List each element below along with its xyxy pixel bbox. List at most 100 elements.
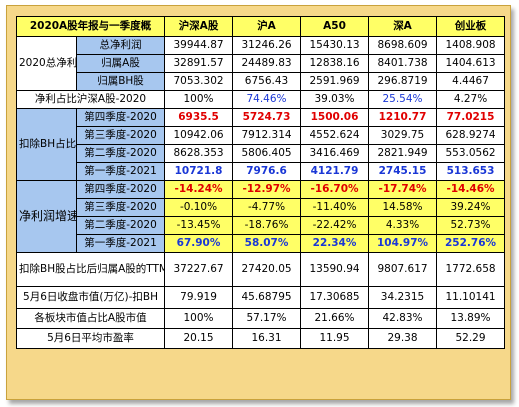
column-header: 沪深A股: [164, 16, 234, 37]
row-label: 第四季度-2020: [75, 180, 166, 199]
cell: 52.73%: [436, 216, 506, 235]
cell: 7053.302: [164, 72, 234, 91]
cell: 20.15: [164, 328, 234, 349]
cell: -22.42%: [300, 216, 370, 235]
cell: 252.76%: [436, 234, 506, 253]
table-row: 第二季度-2020 -13.45% -18.76% -22.42% 4.33% …: [17, 216, 506, 235]
cell: 1210.77: [368, 108, 438, 127]
cell: -4.77%: [232, 198, 302, 217]
cell: 79.919: [164, 286, 234, 309]
cell: 10721.8: [164, 162, 234, 181]
row-label: 5月6日平均市盈率: [15, 328, 166, 349]
cell: 4.33%: [368, 216, 438, 235]
table-row: 各板块市值占比A股市值 100% 57.17% 21.66% 42.83% 13…: [15, 308, 506, 329]
row-label: 扣除BH股占比后归属A股的TTM年化净利润（亿元）-2021: [15, 252, 166, 287]
row-label: 第四季度-2020: [75, 108, 166, 127]
cell: 3029.75: [368, 126, 438, 145]
cell: 21.66%: [300, 308, 370, 329]
cell: 32891.57: [164, 54, 234, 73]
cell: 11.95: [300, 328, 370, 349]
cell: 100%: [164, 90, 234, 109]
table-row: 第一季度-2021 67.90% 58.07% 22.34% 104.97% 2…: [17, 234, 506, 253]
table-row: 2020总净利润（亿元） 总净利润 39944.87 31246.26 1543…: [16, 36, 506, 91]
cell: 104.97%: [368, 234, 438, 253]
cell: 296.8719: [368, 72, 438, 91]
growth-group-label: 净利润增速: [16, 180, 77, 253]
cell: 15430.13: [300, 36, 370, 55]
row-label: 第一季度-2021: [75, 234, 166, 253]
cell: 39944.87: [164, 36, 234, 55]
cell: -17.74%: [368, 180, 438, 199]
cell: 77.0215: [436, 108, 506, 127]
cell: 39.24%: [436, 198, 506, 217]
cell: 1408.908: [436, 36, 506, 55]
table-row: 归属A股 32891.57 24489.83 12838.16 8401.738…: [17, 54, 506, 73]
quarterly-group-label: 扣除BH占比的单季净利润（亿元）: [16, 108, 77, 181]
cell: 7912.314: [232, 126, 302, 145]
table-row: 第一季度-2021 10721.8 7976.6 4121.79 2745.15…: [17, 162, 506, 181]
column-header: A50: [300, 16, 370, 37]
cell: -13.45%: [164, 216, 234, 235]
cell: 45.68795: [232, 286, 302, 309]
cell: 100%: [164, 308, 234, 329]
table-row: 第三季度-2020 -0.10% -4.77% -11.40% 14.58% 3…: [17, 198, 506, 217]
cell: -12.97%: [232, 180, 302, 199]
table-row: 净利润增速 第四季度-2020 -14.24% -12.97% -16.70% …: [16, 180, 506, 253]
row-label: 5月6日收盘市值(万亿)-扣BH: [15, 286, 166, 309]
cell: -11.40%: [300, 198, 370, 217]
cell: -14.46%: [436, 180, 506, 199]
cell: -0.10%: [164, 198, 234, 217]
cell: 1772.658: [436, 252, 506, 287]
cell: 6756.43: [232, 72, 302, 91]
cell: 4552.624: [300, 126, 370, 145]
cell: 3416.469: [300, 144, 370, 163]
cell: 12838.16: [300, 54, 370, 73]
cell: 67.90%: [164, 234, 234, 253]
cell: 1500.06: [300, 108, 370, 127]
cell: 2591.969: [300, 72, 370, 91]
cell: 2821.949: [368, 144, 438, 163]
column-header: 创业板: [436, 16, 506, 37]
cell: 553.0562: [436, 144, 506, 163]
cell: 1404.613: [436, 54, 506, 73]
table-row: 第二季度-2020 8628.353 5806.405 3416.469 282…: [17, 144, 506, 163]
row-label: 第二季度-2020: [75, 144, 166, 163]
cell: 4.4467: [436, 72, 506, 91]
earnings-summary-table: 2020A股年报与一季度概 沪深A股 沪A A50 深A 创业板 2020总净利…: [15, 16, 506, 349]
cell: 57.17%: [232, 308, 302, 329]
row-label: 第一季度-2021: [75, 162, 166, 181]
cell: 513.653: [436, 162, 506, 181]
row-label: 归属BH股: [75, 72, 166, 91]
cell: 34.2315: [368, 286, 438, 309]
cell: 29.38: [368, 328, 438, 349]
table-row: 归属BH股 7053.302 6756.43 2591.969 296.8719…: [17, 72, 506, 91]
column-header: 沪A: [232, 16, 302, 37]
cell: 8401.738: [368, 54, 438, 73]
cell: 25.54%: [368, 90, 438, 109]
cell: 52.29: [436, 328, 506, 349]
table-row: 5月6日平均市盈率 20.15 16.31 11.95 29.38 52.29: [15, 328, 506, 349]
cell: 16.31: [232, 328, 302, 349]
column-header: 深A: [368, 16, 438, 37]
row-label: 净利占比沪深A股-2020: [15, 90, 166, 109]
cell: 628.9274: [436, 126, 506, 145]
cell: 5806.405: [232, 144, 302, 163]
cell: 17.30685: [300, 286, 370, 309]
cell: 42.83%: [368, 308, 438, 329]
cell: 2745.15: [368, 162, 438, 181]
cell: 11.10141: [436, 286, 506, 309]
cell: 31246.26: [232, 36, 302, 55]
cell: 13.89%: [436, 308, 506, 329]
row-label: 第二季度-2020: [75, 216, 166, 235]
cell: -18.76%: [232, 216, 302, 235]
table-row: 5月6日收盘市值(万亿)-扣BH 79.919 45.68795 17.3068…: [15, 286, 506, 309]
cell: 74.46%: [232, 90, 302, 109]
cell: -14.24%: [164, 180, 234, 199]
cell: 5724.73: [232, 108, 302, 127]
cell: 4121.79: [300, 162, 370, 181]
cell: 39.03%: [300, 90, 370, 109]
cell: 9807.617: [368, 252, 438, 287]
table-row: 第三季度-2020 10942.06 7912.314 4552.624 302…: [17, 126, 506, 145]
table-row: 扣除BH占比的单季净利润（亿元） 第四季度-2020 6935.5 5724.7…: [16, 108, 506, 181]
table-row: 扣除BH股占比后归属A股的TTM年化净利润（亿元）-2021 37227.67 …: [15, 252, 506, 287]
